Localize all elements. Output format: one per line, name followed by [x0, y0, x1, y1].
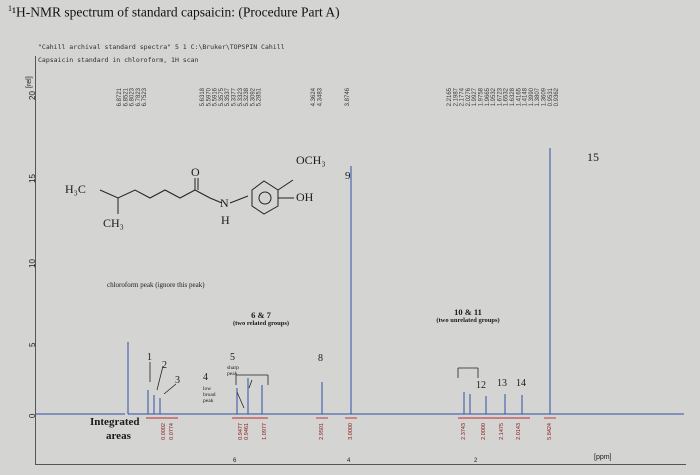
integral-value: 2.3743 [461, 423, 467, 440]
peak-label-15: 15 [587, 150, 599, 164]
arrow-5 [248, 379, 253, 389]
arrow-4 [236, 391, 245, 409]
peak-note-4: low broad peak [203, 386, 216, 404]
integral-value: 0.0002 [161, 423, 167, 440]
integral-value: 1.0977 [262, 423, 268, 440]
label-oh: OH [296, 190, 314, 204]
benzene-ring [251, 180, 279, 215]
peak-label-3: 3 [175, 375, 180, 386]
amide-bond [209, 197, 223, 204]
ring-aromatic-circle [258, 191, 272, 205]
peak-label-9: 9 [345, 170, 351, 182]
title-text: ¹H-NMR spectrum of standard capsaicin: (… [12, 4, 340, 20]
label-n: N [220, 196, 229, 210]
peak-label-12: 12 [476, 380, 486, 391]
peak-label-14: 14 [516, 378, 526, 389]
spectrum-header-line1: "Cahill archival standard spectra" 5 1 C… [38, 43, 285, 51]
label-h: H [221, 213, 230, 227]
spectrum-header-line2: Capsaicin standard in chloroform, 1H sca… [38, 56, 199, 64]
peak-note-5: sharp peak [227, 365, 239, 377]
x-axis-unit: [ppm] [594, 454, 612, 461]
alkyl-chain [99, 189, 211, 199]
label-ch3: CH₃ [103, 216, 124, 230]
peak-label-2: 2 [162, 360, 167, 371]
integral-value: 5.8424 [547, 423, 553, 440]
plot-frame [35, 56, 686, 465]
group-10-11-sub: (two unrelated groups) [436, 317, 500, 324]
page-title: 1¹H-NMR spectrum of standard capsaicin: … [8, 4, 340, 20]
peak-label-4: 4 [203, 372, 208, 383]
peak-label-1: 1 [147, 352, 152, 363]
label-och3: OCH₃ [296, 153, 326, 167]
chloroform-note: chloroform peak (ignore this peak) [107, 281, 205, 289]
integral-value: 2.1475 [499, 423, 505, 440]
integral-value: 0.9461 [244, 423, 250, 440]
group-6-7-title: 6 & 7 [251, 310, 271, 320]
arrow-3 [163, 383, 177, 395]
ch2-bond [229, 195, 249, 204]
arrow-2 [156, 365, 164, 391]
peak-label-5: 5 [230, 352, 235, 363]
integral-value: 2.9501 [319, 423, 325, 440]
integral-value: 0.0774 [169, 423, 175, 440]
label-o: O [191, 165, 200, 179]
peak-label-8: 8 [318, 353, 323, 364]
group-10-11-label: 10 & 11 (two unrelated groups) [424, 307, 512, 324]
group-6-7-sub: (two related groups) [232, 320, 290, 327]
areas-label: areas [106, 430, 131, 442]
x-tick-4: 4 [347, 458, 351, 464]
group-6-7-label: 6 & 7 (two related groups) [220, 310, 302, 327]
peak-label-13: 13 [497, 378, 507, 389]
methoxy-bond [277, 179, 294, 191]
integral-value: 3.0000 [348, 423, 354, 440]
x-tick-6: 6 [233, 458, 237, 464]
integral-value: 2.0000 [481, 423, 487, 440]
integrated-label: Integrated [90, 416, 140, 428]
group-10-11-title: 10 & 11 [454, 307, 482, 317]
x-tick-2: 2 [474, 458, 478, 464]
label-h3c: H₃C [65, 182, 86, 196]
integral-value: 2.0143 [516, 423, 522, 440]
